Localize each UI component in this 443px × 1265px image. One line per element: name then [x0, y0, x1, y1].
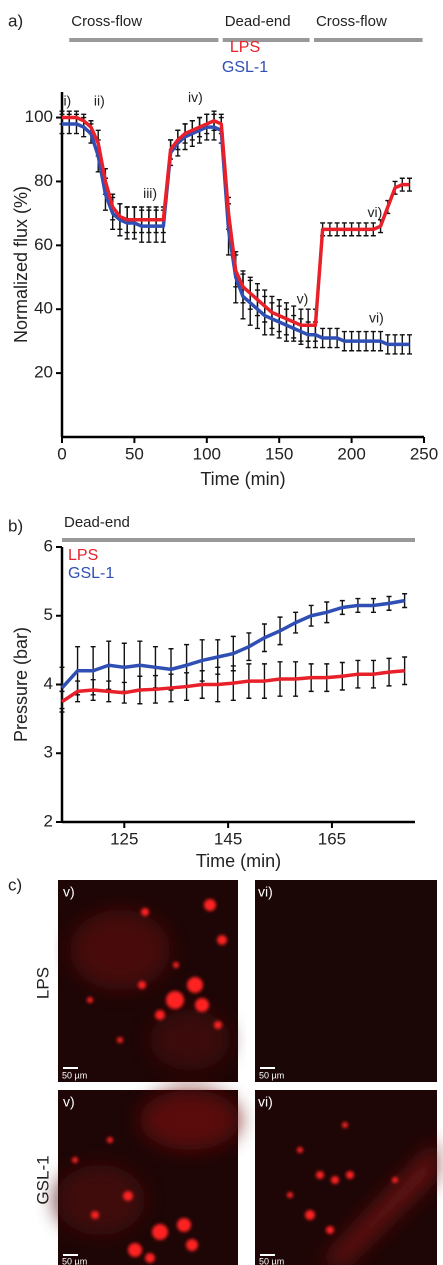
series-line [61, 669, 405, 704]
annotation: vi) [368, 204, 383, 220]
x-tick-label: 165 [318, 829, 346, 848]
row-label: LPS [33, 967, 52, 999]
y-tick-label: 2 [44, 811, 53, 830]
x-tick-label: 250 [410, 444, 438, 463]
annotation: v) [297, 290, 309, 306]
y-axis-label: Normalized flux (%) [11, 186, 31, 343]
legend-label: GSL-1 [222, 59, 268, 76]
phase-label: Cross-flow [316, 13, 387, 30]
x-tick-label: 150 [265, 444, 293, 463]
scale-bar-label: 50 µm [259, 1256, 284, 1265]
panel-label: b) [8, 516, 23, 535]
y-tick-label: 3 [44, 743, 53, 762]
y-tick-label: 5 [44, 605, 53, 624]
error-bar [402, 656, 408, 686]
scale-bar-label: 50 µm [62, 1256, 87, 1265]
legend-label: GSL-1 [68, 565, 114, 582]
panel-label: c) [8, 875, 22, 894]
y-tick-label: 6 [44, 536, 53, 555]
y-tick-label: 20 [34, 363, 53, 382]
y-tick-label: 80 [34, 171, 53, 190]
panel-label: vi) [258, 1094, 273, 1110]
x-tick-label: 200 [337, 444, 365, 463]
phase-label: Cross-flow [71, 13, 142, 30]
series-line [62, 115, 410, 327]
x-tick-label: 100 [193, 444, 221, 463]
panel-label: vi) [258, 884, 273, 900]
legend-label: LPS [230, 39, 260, 56]
y-tick-label: 100 [25, 107, 53, 126]
y-tick-label: 4 [44, 674, 53, 693]
annotation: vi) [369, 310, 384, 326]
annotation: iii) [143, 185, 157, 201]
annotation: i) [63, 92, 71, 108]
x-tick-label: 0 [57, 444, 66, 463]
panel-label: v) [63, 1094, 75, 1110]
error-bar [402, 593, 408, 609]
x-tick-label: 125 [110, 829, 138, 848]
y-tick-label: 60 [34, 235, 53, 254]
row-label: GSL-1 [33, 1155, 52, 1204]
series-line [60, 598, 405, 690]
scale-bar-label: 50 µm [62, 1070, 87, 1080]
x-tick-label: 145 [214, 829, 242, 848]
legend-label: LPS [68, 547, 98, 564]
x-axis-label: Time (min) [200, 469, 285, 489]
micrograph: vi) 50 µm [255, 880, 437, 1082]
scale-bar-label: 50 µm [259, 1070, 284, 1080]
annotation: ii) [94, 92, 105, 108]
x-tick-label: 50 [125, 444, 144, 463]
series-line [62, 122, 410, 347]
micrograph: v) 50 µm [58, 880, 238, 1082]
annotation: iv) [188, 89, 203, 105]
panel-label: v) [63, 884, 75, 900]
y-axis-label: Pressure (bar) [11, 627, 31, 742]
x-axis-label: Time (min) [196, 851, 281, 871]
panel-label: a) [8, 11, 23, 30]
phase-label: Dead-end [64, 514, 130, 531]
micrograph: v) 50 µm [55, 1090, 240, 1265]
micrograph: vi) 50 µm [255, 1090, 437, 1265]
phase-label: Dead-end [225, 13, 291, 30]
y-tick-label: 40 [34, 299, 53, 318]
